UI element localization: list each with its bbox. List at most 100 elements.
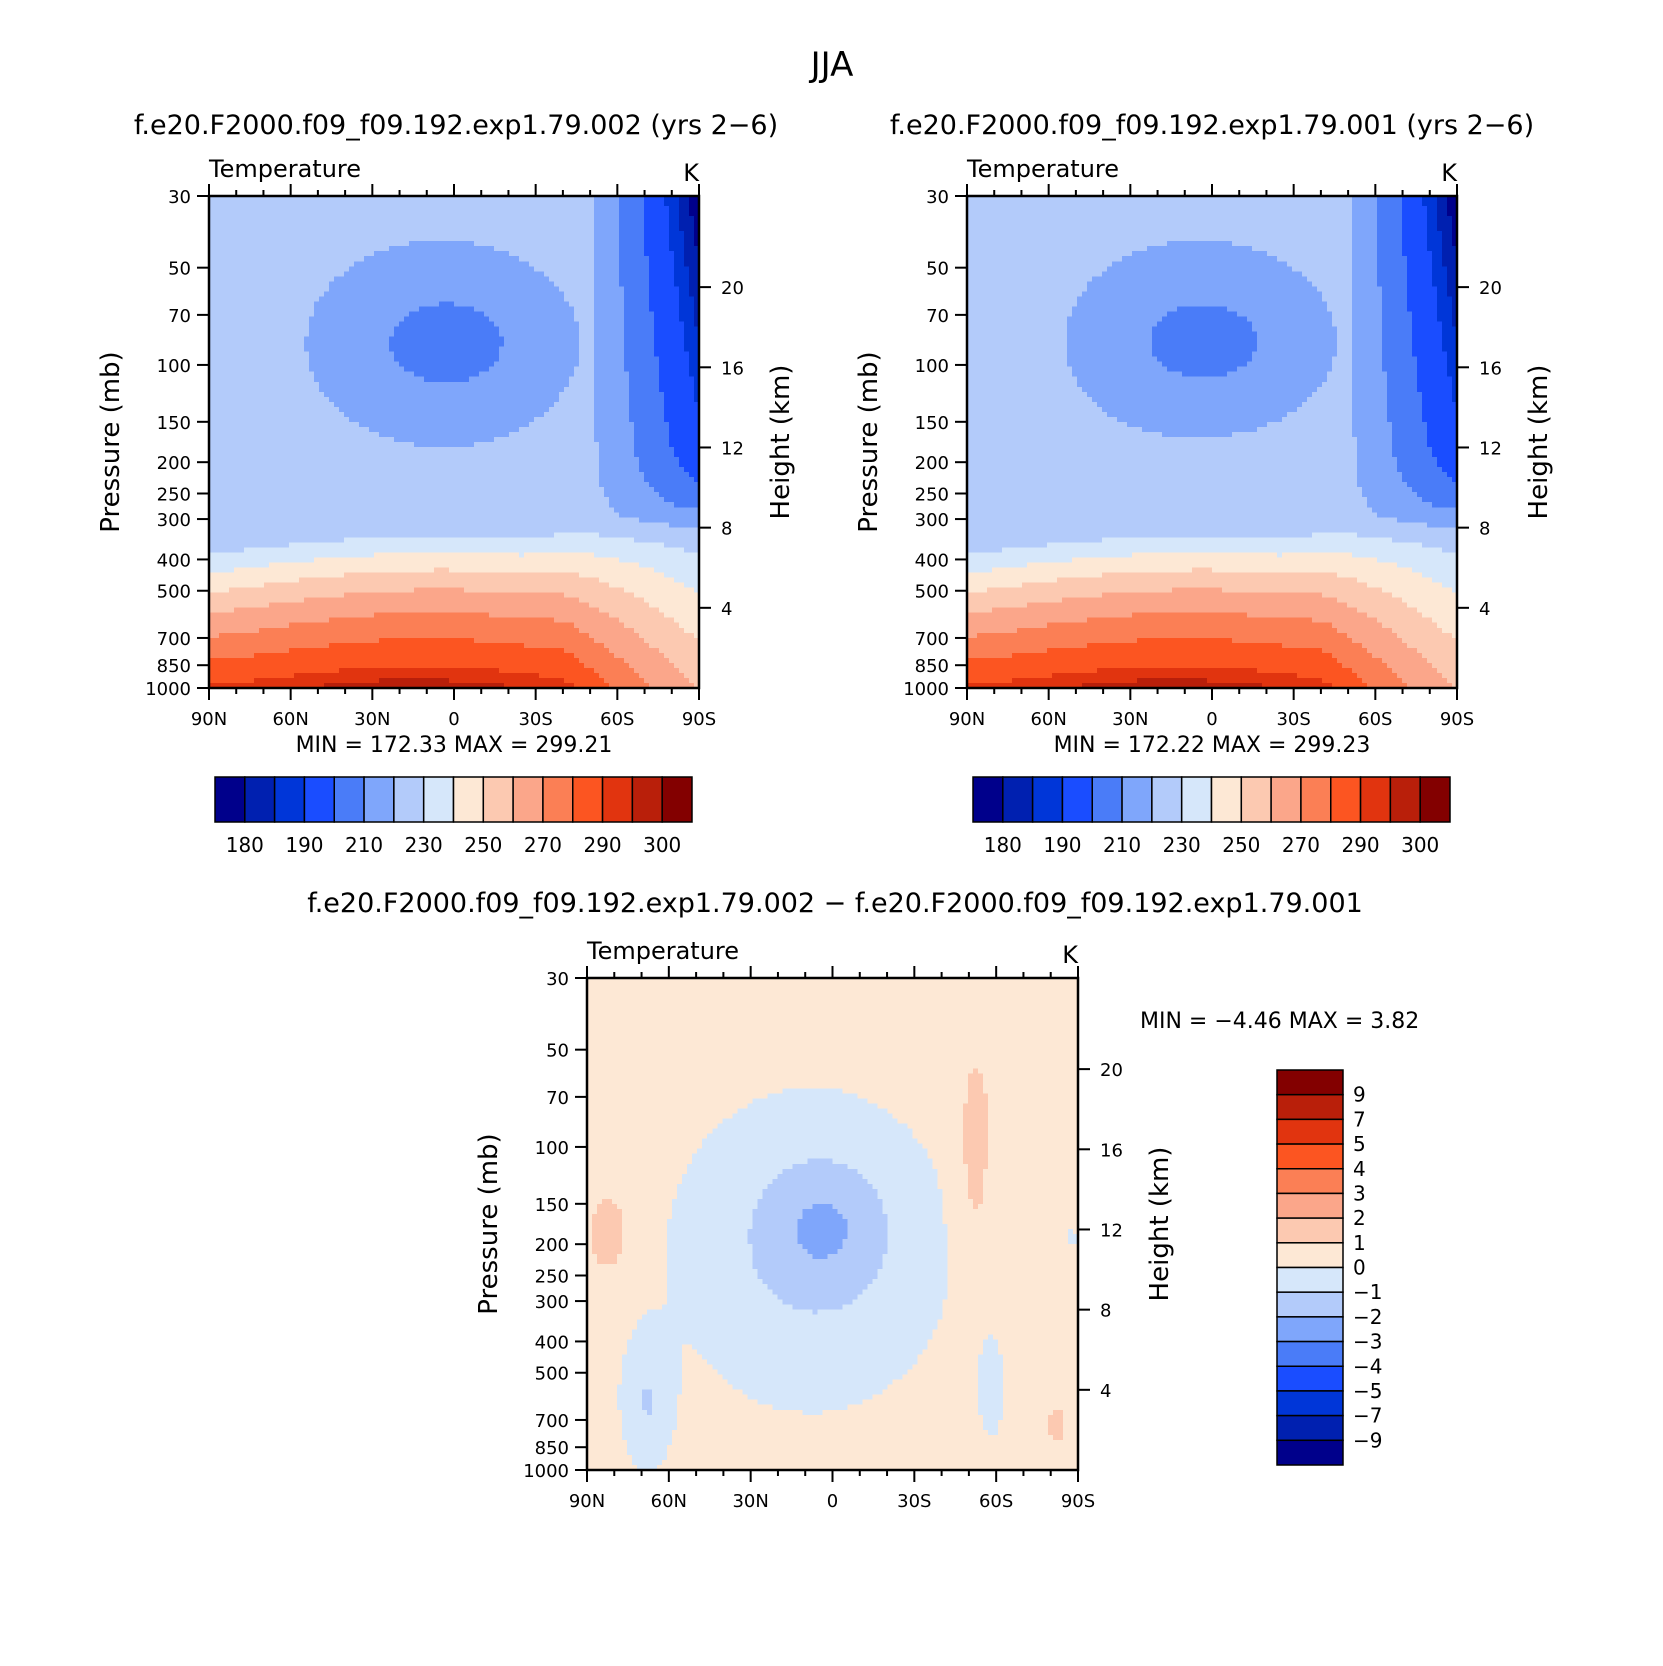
contour-cell <box>404 346 410 353</box>
contour-cell <box>249 361 255 368</box>
contour-cell <box>404 442 410 448</box>
contour-cell <box>264 256 270 262</box>
contour-cell <box>469 447 475 453</box>
contour-cell <box>539 206 545 212</box>
contour-cell <box>314 442 320 448</box>
contour-cell <box>624 291 630 298</box>
contour-cell <box>649 366 655 373</box>
contour-cell <box>529 431 535 438</box>
contour-cell <box>244 241 250 247</box>
contour-cell <box>569 286 575 292</box>
contour-cell <box>359 356 365 363</box>
contour-cell <box>239 386 245 393</box>
contour-cell <box>489 246 495 252</box>
contour-cell <box>504 261 510 267</box>
contour-cell <box>589 231 595 237</box>
contour-cell <box>304 351 310 358</box>
contour-cell <box>309 426 315 433</box>
contour-cell <box>479 231 485 237</box>
contour-cell <box>549 201 555 207</box>
contour-cell <box>404 326 410 333</box>
contour-cell <box>409 391 415 398</box>
contour-cell <box>534 221 540 227</box>
contour-cell <box>339 241 345 247</box>
contour-cell <box>629 442 635 448</box>
contour-cell <box>249 286 255 292</box>
contour-cell <box>639 241 645 247</box>
contour-cell <box>554 216 560 222</box>
contour-cell <box>574 366 580 373</box>
contour-cell <box>454 221 460 227</box>
contour-cell <box>264 411 270 418</box>
contour-cell <box>494 436 500 443</box>
contour-cell <box>529 206 535 212</box>
contour-cell <box>679 311 685 318</box>
contour-cell <box>229 356 235 363</box>
contour-cell <box>379 381 385 388</box>
contour-cell <box>404 256 410 262</box>
contour-cell <box>639 316 645 323</box>
contour-cell <box>254 201 260 207</box>
contour-cell <box>539 442 545 448</box>
contour-cell <box>344 396 350 403</box>
contour-cell <box>629 246 635 252</box>
contour-cell <box>644 286 650 292</box>
contour-cell <box>674 226 680 232</box>
contour-cell <box>484 246 490 252</box>
contour-cell <box>219 311 225 318</box>
contour-cell <box>579 321 585 328</box>
contour-cell <box>599 426 605 433</box>
contour-cell <box>509 316 515 323</box>
contour-cell <box>334 271 340 277</box>
contour-cell <box>329 271 335 277</box>
contour-cell <box>554 271 560 277</box>
contour-cell <box>679 431 685 438</box>
contour-cell <box>534 442 540 448</box>
contour-cell <box>644 321 650 328</box>
contour-cell <box>354 291 360 298</box>
contour-cell <box>549 416 555 423</box>
contour-cell <box>214 311 220 318</box>
contour-cell <box>564 356 570 363</box>
contour-cell <box>249 281 255 287</box>
contour-cell <box>314 306 320 313</box>
contour-cell <box>334 351 340 358</box>
contour-cell <box>224 361 230 368</box>
contour-cell <box>614 206 620 212</box>
contour-cell <box>214 381 220 388</box>
contour-cell <box>584 381 590 388</box>
contour-cell <box>524 356 530 363</box>
contour-cell <box>509 306 515 313</box>
contour-cell <box>604 406 610 413</box>
contour-cell <box>594 396 600 403</box>
contour-cell <box>224 416 230 423</box>
contour-cell <box>274 301 280 308</box>
contour-cell <box>599 336 605 343</box>
contour-cell <box>234 271 240 277</box>
contour-cell <box>534 321 540 328</box>
contour-cell <box>574 442 580 448</box>
contour-cell <box>514 351 520 358</box>
contour-cell <box>314 401 320 408</box>
contour-cell <box>644 431 650 438</box>
contour-cell <box>669 206 675 212</box>
contour-cell <box>279 241 285 247</box>
contour-cell <box>654 321 660 328</box>
contour-cell <box>374 281 380 287</box>
contour-cell <box>604 416 610 423</box>
contour-cell <box>684 346 690 353</box>
contour-cell <box>514 221 520 227</box>
contour-cell <box>349 341 355 348</box>
contour-cell <box>694 366 700 373</box>
contour-cell <box>379 376 385 383</box>
contour-cell <box>614 416 620 423</box>
contour-cell <box>264 221 270 227</box>
contour-cell <box>394 196 400 202</box>
contour-cell <box>334 286 340 292</box>
contour-cell <box>269 431 275 438</box>
contour-cell <box>369 216 375 222</box>
contour-cell <box>239 221 245 227</box>
contour-cell <box>214 331 220 338</box>
contour-cell <box>639 381 645 388</box>
contour-cell <box>464 351 470 358</box>
